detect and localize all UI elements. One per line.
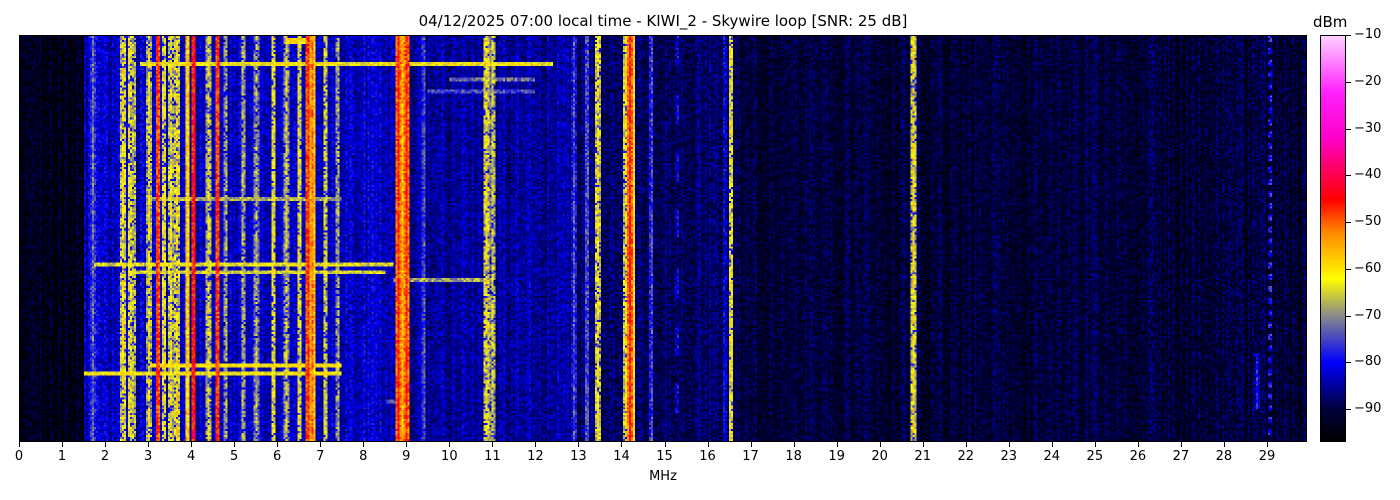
x-tick	[1008, 442, 1010, 447]
x-tick	[879, 442, 881, 447]
colorbar-tick-label: −90	[1354, 401, 1382, 417]
colorbar-tick	[1346, 81, 1351, 83]
x-tick-label: 29	[1258, 449, 1276, 464]
colorbar-tick-label: −70	[1354, 307, 1382, 323]
colorbar-tick-label: −80	[1354, 354, 1382, 370]
x-tick	[320, 442, 322, 447]
x-tick-label: 5	[230, 449, 239, 464]
x-tick-label: 17	[742, 449, 759, 464]
colorbar-tick-label: −10	[1354, 27, 1382, 42]
colorbar-tick	[1346, 315, 1351, 317]
x-tick	[1094, 442, 1096, 447]
x-tick	[1266, 442, 1268, 447]
spectrogram-plot-area	[19, 35, 1307, 442]
x-tick	[277, 442, 279, 447]
x-tick	[922, 442, 924, 447]
colorbar-label: dBm	[1313, 13, 1348, 31]
x-tick-label: 23	[1000, 449, 1018, 464]
x-tick	[191, 442, 193, 447]
x-tick-label: 15	[656, 449, 673, 464]
x-tick	[750, 442, 752, 447]
x-tick	[406, 442, 408, 447]
x-tick	[148, 442, 150, 447]
colorbar-tick-label: −60	[1354, 260, 1382, 276]
colorbar-tick	[1346, 409, 1351, 411]
colorbar-tick	[1346, 128, 1351, 130]
x-tick	[449, 442, 451, 447]
x-tick-label: 26	[1129, 449, 1147, 464]
x-tick	[621, 442, 623, 447]
x-tick-label: 18	[785, 449, 802, 464]
x-tick-label: 13	[570, 449, 587, 464]
colorbar	[1320, 35, 1346, 442]
colorbar-tick-label: −40	[1354, 167, 1382, 183]
x-tick-label: 9	[402, 449, 411, 464]
x-tick	[19, 442, 20, 447]
x-tick	[965, 442, 967, 447]
x-tick-label: 21	[914, 449, 931, 464]
x-tick-label: 0	[14, 449, 24, 464]
x-tick-label: 8	[359, 449, 368, 464]
colorbar-tick	[1346, 35, 1351, 36]
x-axis-label: MHz	[649, 469, 677, 484]
x-tick	[578, 442, 580, 447]
x-tick-label: 6	[273, 449, 282, 464]
x-tick-label: 22	[957, 449, 974, 464]
x-tick	[535, 442, 537, 447]
x-tick	[1137, 442, 1139, 447]
x-tick-label: 11	[484, 449, 501, 464]
waterfall-heatmap	[20, 36, 1306, 441]
x-tick	[707, 442, 709, 447]
x-tick-label: 7	[316, 449, 325, 464]
x-tick-label: 2	[100, 449, 110, 464]
colorbar-tick-label: −50	[1354, 214, 1382, 230]
x-tick	[105, 442, 107, 447]
colorbar-axis: −10 −20 −30 −40 −50 −60 −70 −80 −90	[1346, 27, 1396, 442]
x-tick	[793, 442, 795, 447]
x-tick-label: 4	[186, 449, 196, 464]
chart-title: 04/12/2025 07:00 local time - KIWI_2 - S…	[418, 12, 908, 30]
colorbar-tick-label: −20	[1354, 73, 1382, 89]
x-tick-label: 19	[828, 449, 845, 464]
x-tick	[363, 442, 365, 447]
x-tick-label: 1	[57, 449, 67, 464]
x-tick-label: 10	[441, 449, 458, 464]
x-tick	[1051, 442, 1053, 447]
colorbar-tick	[1346, 268, 1351, 270]
x-tick-label: 3	[143, 449, 153, 464]
colorbar-tick	[1346, 175, 1351, 177]
x-tick-label: 28	[1215, 449, 1233, 464]
x-tick	[492, 442, 494, 447]
x-tick-label: 12	[527, 449, 544, 464]
x-tick-label: 20	[871, 449, 888, 464]
x-tick	[234, 442, 236, 447]
x-tick	[836, 442, 838, 447]
x-tick	[62, 442, 64, 447]
colorbar-tick-label: −30	[1354, 120, 1382, 136]
x-tick-label: 27	[1172, 449, 1190, 464]
x-tick-label: 24	[1043, 449, 1061, 464]
x-tick-label: 14	[613, 449, 630, 464]
x-axis: 0 1 2 3 4 5 6 7 8 9 10 11 12 13 14 15 16 17 18 19 20 21 22 23 24…	[15, 442, 1307, 472]
colorbar-tick	[1346, 362, 1351, 364]
x-tick	[664, 442, 666, 447]
x-tick-label: 16	[699, 449, 716, 464]
x-tick	[1180, 442, 1182, 447]
x-tick	[1223, 442, 1225, 447]
colorbar-tick	[1346, 222, 1351, 224]
x-tick-label: 25	[1086, 449, 1104, 464]
